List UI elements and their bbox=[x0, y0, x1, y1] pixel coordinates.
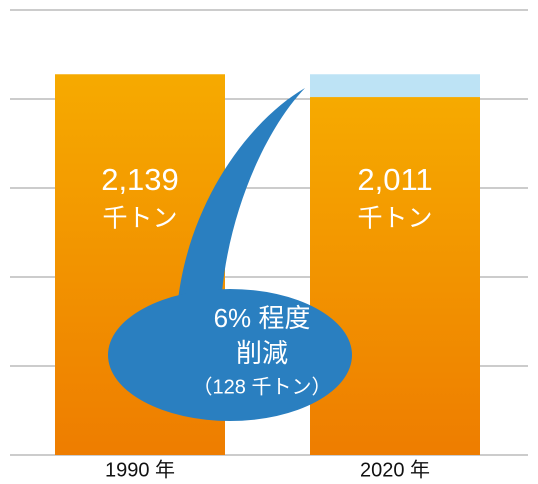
bar-segment bbox=[310, 97, 480, 456]
data-label: 2,011 bbox=[357, 162, 432, 197]
annotation-line: 削減 bbox=[236, 338, 288, 368]
callout-bubble bbox=[108, 289, 352, 421]
unit-label: 千トン bbox=[102, 205, 177, 233]
unit-label: 千トン bbox=[357, 205, 432, 233]
annotation-line: 6% 程度 bbox=[214, 303, 311, 333]
callout-pointer bbox=[178, 88, 305, 300]
annotation-line: （128 千トン） bbox=[193, 375, 332, 398]
callout: 6% 程度 削減 （128 千トン） bbox=[108, 88, 352, 421]
bar-segment bbox=[310, 74, 480, 98]
data-label: 2,139 bbox=[101, 162, 179, 197]
x-tick-label: 2020 年 bbox=[360, 458, 430, 481]
x-tick-label: 1990 年 bbox=[105, 458, 175, 481]
